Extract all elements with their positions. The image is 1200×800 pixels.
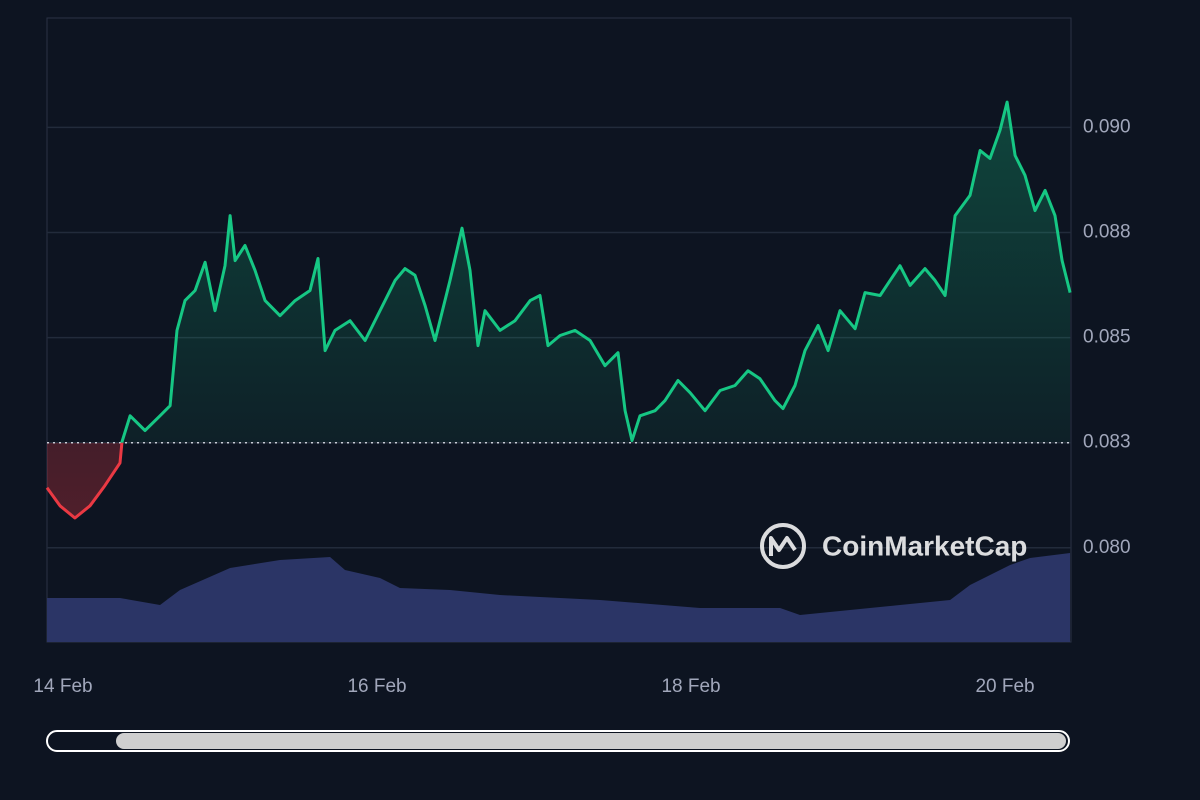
y-tick-label: 0.088 — [1083, 221, 1131, 242]
volume-area — [47, 553, 1071, 642]
x-tick-label: 14 Feb — [33, 676, 92, 697]
watermark: CoinMarketCap — [760, 523, 1027, 569]
price-area-down — [47, 442, 122, 518]
y-tick-label: 0.080 — [1083, 537, 1131, 558]
x-tick-label: 20 Feb — [975, 676, 1034, 697]
y-tick-label: 0.083 — [1083, 432, 1131, 453]
price-line — [120, 100, 1072, 443]
x-tick-label: 16 Feb — [347, 676, 406, 697]
price-area-up — [47, 102, 1071, 443]
scrollbar-thumb[interactable] — [116, 733, 1066, 749]
y-tick-label: 0.090 — [1083, 116, 1131, 137]
scrollbar-track[interactable] — [46, 730, 1070, 752]
y-tick-label: 0.085 — [1083, 327, 1131, 348]
watermark-text: CoinMarketCap — [822, 530, 1027, 561]
x-tick-label: 18 Feb — [661, 676, 720, 697]
